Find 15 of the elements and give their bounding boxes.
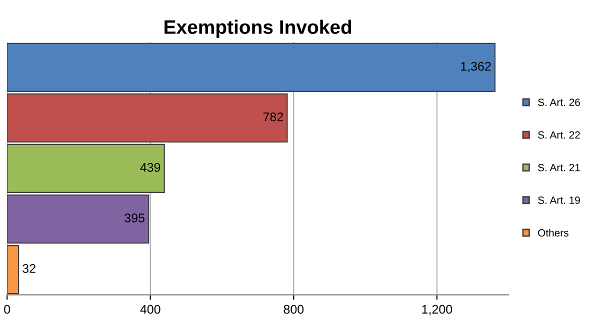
legend-label: Others bbox=[538, 228, 568, 237]
data-label: 439 bbox=[140, 162, 160, 172]
x-tick-label: 0 bbox=[4, 304, 10, 314]
data-label: 395 bbox=[124, 214, 144, 222]
x-tick-label: 1,200 bbox=[422, 304, 452, 316]
data-label: 1,362 bbox=[461, 62, 491, 72]
legend-label: S. Art. 26 bbox=[538, 98, 580, 106]
legend-label: S. Art. 21 bbox=[538, 164, 580, 172]
chart-title: Exemptions Invoked bbox=[164, 20, 352, 38]
legend-label: S. Art. 19 bbox=[538, 196, 580, 204]
legend-label: S. Art. 22 bbox=[538, 131, 580, 139]
data-label: 32 bbox=[22, 264, 36, 273]
data-label: 782 bbox=[263, 112, 283, 122]
x-tick-label: 400 bbox=[140, 304, 160, 314]
x-tick-label: 800 bbox=[284, 304, 304, 314]
